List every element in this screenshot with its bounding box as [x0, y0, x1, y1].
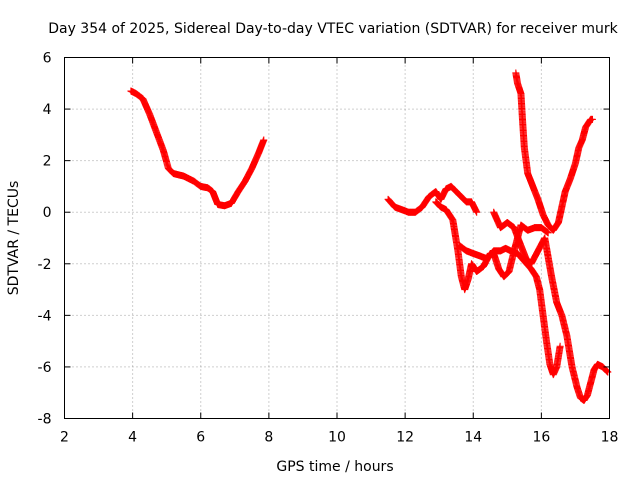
x-tick-label: 8 [264, 430, 273, 446]
y-axis-title: SDTVAR / TECUs [6, 181, 22, 296]
data-point [604, 368, 612, 376]
y-tick-label: -2 [38, 257, 52, 273]
data-point [603, 367, 611, 375]
x-tick-label: 18 [601, 430, 619, 446]
y-tick-label: -4 [38, 308, 52, 324]
y-tick-label: 6 [43, 51, 52, 67]
x-tick-label: 12 [396, 430, 414, 446]
x-tick-label: 4 [128, 430, 137, 446]
x-tick-label: 16 [532, 430, 550, 446]
axis-ticks: 2 4 6 8 10 12 14 16 18 -8 -6 -4 -2 0 2 4 6 [38, 51, 619, 446]
series-arc-5 [490, 208, 612, 404]
data-point [588, 115, 596, 123]
grid [64, 57, 610, 419]
series-arc-2 [384, 182, 481, 216]
series-arc-4 [456, 242, 564, 379]
x-tick-label: 6 [196, 430, 205, 446]
y-tick-label: -8 [38, 412, 52, 428]
y-tick-label: 0 [43, 205, 52, 221]
data-point [544, 229, 552, 237]
series-arc-6 [512, 69, 596, 234]
y-tick-label: 2 [43, 154, 52, 170]
x-tick-label: 14 [464, 430, 482, 446]
data-points [127, 69, 612, 404]
data-point [473, 208, 481, 216]
x-tick-label: 2 [60, 430, 69, 446]
y-tick-label: 4 [43, 102, 52, 118]
series-arc-1 [127, 87, 268, 210]
x-tick-label: 10 [328, 430, 346, 446]
chart-title: Day 354 of 2025, Sidereal Day-to-day VTE… [48, 21, 618, 37]
data-point [556, 342, 564, 350]
y-tick-label: -6 [38, 360, 52, 376]
x-axis-title: GPS time / hours [276, 459, 393, 475]
data-point [260, 136, 268, 144]
